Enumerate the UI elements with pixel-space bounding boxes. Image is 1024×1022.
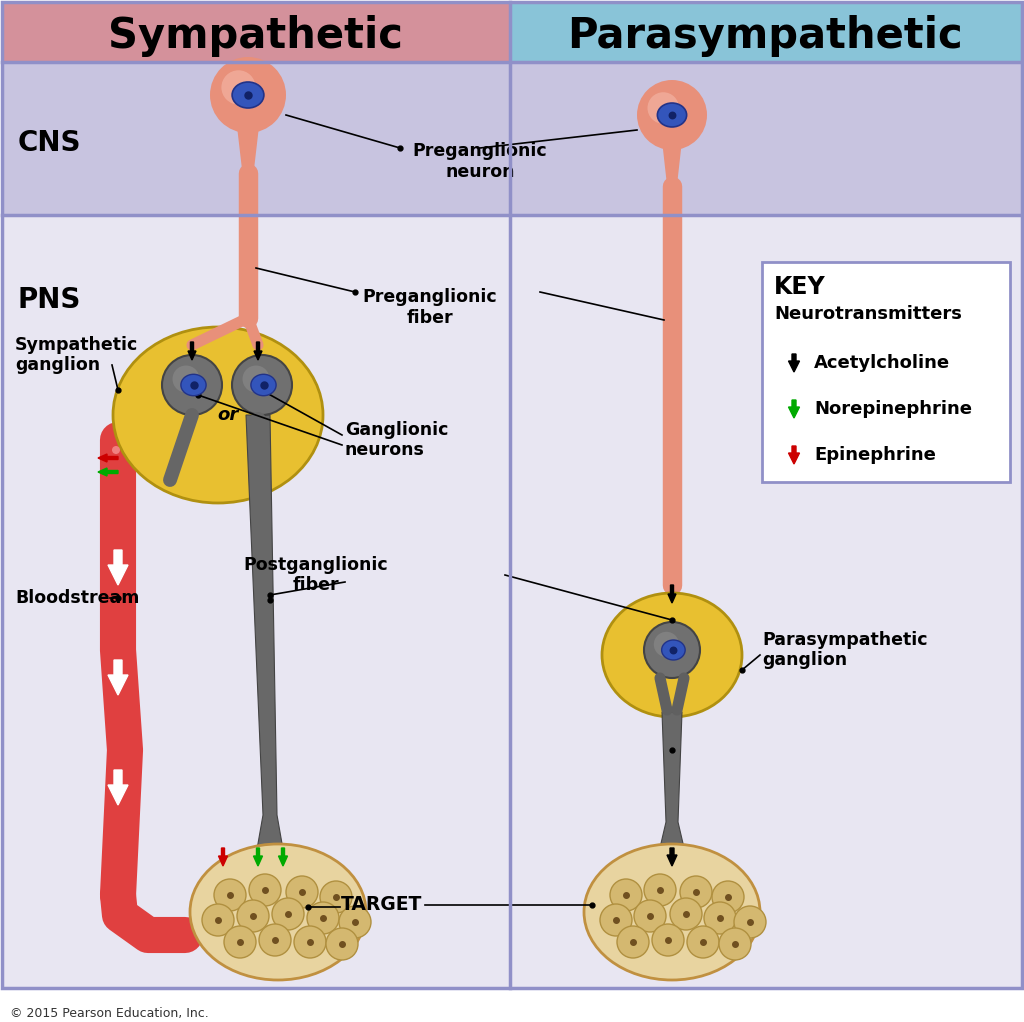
Circle shape bbox=[634, 900, 666, 932]
Circle shape bbox=[307, 902, 339, 934]
Circle shape bbox=[243, 366, 269, 392]
FancyArrow shape bbox=[108, 550, 128, 585]
Circle shape bbox=[644, 622, 700, 678]
FancyArrow shape bbox=[108, 660, 128, 695]
Circle shape bbox=[712, 881, 744, 913]
Polygon shape bbox=[236, 118, 260, 173]
Circle shape bbox=[687, 926, 719, 958]
Circle shape bbox=[319, 881, 352, 913]
Text: Acetylcholine: Acetylcholine bbox=[814, 354, 950, 372]
FancyArrow shape bbox=[218, 848, 227, 866]
FancyArrow shape bbox=[788, 400, 800, 418]
Text: Ganglionic
neurons: Ganglionic neurons bbox=[345, 421, 449, 460]
Ellipse shape bbox=[113, 327, 323, 503]
Ellipse shape bbox=[657, 103, 687, 127]
FancyArrow shape bbox=[667, 848, 677, 866]
Text: TARGET: TARGET bbox=[341, 895, 423, 915]
Text: Preganglionic
fiber: Preganglionic fiber bbox=[362, 288, 498, 327]
FancyArrow shape bbox=[668, 585, 676, 603]
Circle shape bbox=[250, 412, 266, 428]
Text: Parasympathetic: Parasympathetic bbox=[567, 15, 963, 57]
Text: Bloodstream: Bloodstream bbox=[15, 589, 139, 607]
FancyArrow shape bbox=[788, 446, 800, 464]
Ellipse shape bbox=[602, 593, 742, 717]
Bar bbox=[2, 215, 1022, 988]
Circle shape bbox=[617, 926, 649, 958]
Circle shape bbox=[653, 632, 679, 657]
Polygon shape bbox=[662, 136, 683, 186]
Circle shape bbox=[610, 879, 642, 911]
Bar bbox=[2, 2, 510, 62]
Bar bbox=[2, 62, 1022, 215]
Circle shape bbox=[224, 926, 256, 958]
Circle shape bbox=[705, 902, 736, 934]
FancyArrow shape bbox=[279, 848, 288, 866]
FancyArrow shape bbox=[98, 454, 118, 462]
Text: Neurotransmitters: Neurotransmitters bbox=[774, 305, 962, 323]
Bar bbox=[2, 988, 1022, 1020]
FancyArrow shape bbox=[98, 468, 118, 476]
Circle shape bbox=[237, 900, 269, 932]
Text: Norepinephrine: Norepinephrine bbox=[814, 400, 972, 418]
Text: © 2015 Pearson Education, Inc.: © 2015 Pearson Education, Inc. bbox=[10, 1008, 209, 1021]
Circle shape bbox=[162, 355, 222, 415]
Circle shape bbox=[272, 898, 304, 930]
FancyArrow shape bbox=[788, 354, 800, 372]
FancyArrow shape bbox=[254, 342, 262, 360]
Circle shape bbox=[719, 928, 751, 960]
Text: KEY: KEY bbox=[774, 275, 825, 299]
Circle shape bbox=[112, 446, 120, 454]
Circle shape bbox=[644, 874, 676, 905]
FancyArrow shape bbox=[188, 342, 196, 360]
Ellipse shape bbox=[584, 844, 760, 980]
Text: PNS: PNS bbox=[18, 286, 81, 314]
Ellipse shape bbox=[181, 374, 206, 396]
Ellipse shape bbox=[232, 82, 264, 108]
Circle shape bbox=[339, 905, 371, 938]
Circle shape bbox=[647, 92, 679, 124]
Text: or: or bbox=[217, 406, 239, 424]
Circle shape bbox=[210, 57, 286, 133]
Circle shape bbox=[680, 876, 712, 908]
Polygon shape bbox=[659, 712, 685, 852]
Bar bbox=[510, 2, 1022, 62]
Text: Parasympathetic
ganglion: Parasympathetic ganglion bbox=[762, 631, 928, 669]
Ellipse shape bbox=[251, 374, 276, 396]
FancyArrow shape bbox=[108, 770, 128, 805]
FancyArrow shape bbox=[254, 848, 262, 866]
Text: Postganglionic
fiber: Postganglionic fiber bbox=[244, 556, 388, 595]
Circle shape bbox=[600, 904, 632, 936]
Text: CNS: CNS bbox=[18, 129, 82, 157]
Text: Preganglionic
neuron: Preganglionic neuron bbox=[413, 142, 547, 181]
Circle shape bbox=[286, 876, 318, 908]
Circle shape bbox=[670, 898, 702, 930]
Ellipse shape bbox=[190, 844, 366, 980]
Text: Sympathetic
ganglion: Sympathetic ganglion bbox=[15, 335, 138, 374]
Circle shape bbox=[294, 926, 326, 958]
Circle shape bbox=[249, 874, 281, 905]
Text: Epinephrine: Epinephrine bbox=[814, 446, 936, 464]
Circle shape bbox=[326, 928, 358, 960]
Circle shape bbox=[652, 924, 684, 956]
Circle shape bbox=[232, 355, 292, 415]
Ellipse shape bbox=[662, 640, 685, 660]
Circle shape bbox=[637, 80, 707, 150]
Text: Sympathetic: Sympathetic bbox=[108, 15, 402, 57]
Circle shape bbox=[202, 904, 234, 936]
Circle shape bbox=[259, 924, 291, 956]
Circle shape bbox=[734, 905, 766, 938]
Polygon shape bbox=[246, 415, 284, 855]
FancyBboxPatch shape bbox=[762, 262, 1010, 482]
Circle shape bbox=[214, 879, 246, 911]
Circle shape bbox=[172, 366, 200, 392]
Circle shape bbox=[106, 442, 125, 459]
Circle shape bbox=[221, 71, 256, 104]
